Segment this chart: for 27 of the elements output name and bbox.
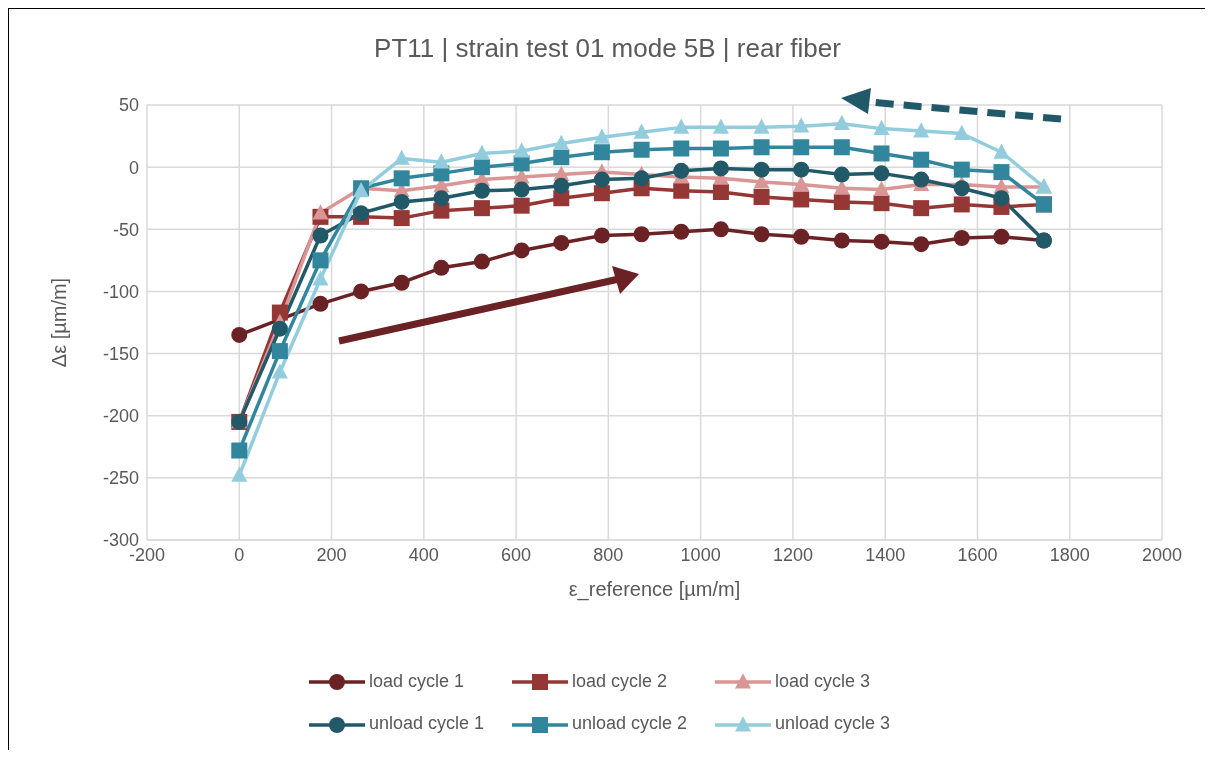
x-tick-label: 0	[234, 544, 245, 565]
y-tick-label: -150	[102, 343, 139, 364]
x-tick-label: 1200	[772, 544, 813, 565]
x-tick-label: 1000	[680, 544, 721, 565]
legend-label: load cycle 1	[369, 671, 465, 691]
y-tick-label: 50	[118, 95, 139, 116]
x-tick-label: 600	[501, 544, 532, 565]
x-tick-label: 1600	[957, 544, 998, 565]
legend-label: unload cycle 1	[369, 713, 485, 734]
y-tick-label: -50	[112, 219, 139, 240]
x-tick-label: 2000	[1141, 544, 1183, 565]
y-tick-label: -200	[102, 406, 139, 427]
x-tick-label: 200	[316, 544, 347, 565]
y-tick-label: 0	[128, 157, 139, 178]
x-axis-title: ε_reference [µm/m]	[568, 578, 741, 601]
x-tick-label: 400	[408, 544, 439, 565]
y-axis-title: Δε [µm/m]	[48, 277, 71, 368]
legend-label: load cycle 2	[572, 671, 668, 691]
x-tick-label: 1800	[1049, 544, 1090, 565]
x-tick-label: 800	[593, 544, 624, 565]
chart-title: PT11 | strain test 01 mode 5B | rear fiber	[373, 33, 842, 64]
legend-label: unload cycle 2	[572, 713, 688, 734]
legend-label: unload cycle 3	[775, 713, 891, 734]
y-tick-label: -100	[102, 281, 139, 302]
legend-label: load cycle 3	[775, 671, 871, 691]
y-tick-label: -250	[102, 468, 139, 489]
x-tick-label: 1400	[865, 544, 906, 565]
